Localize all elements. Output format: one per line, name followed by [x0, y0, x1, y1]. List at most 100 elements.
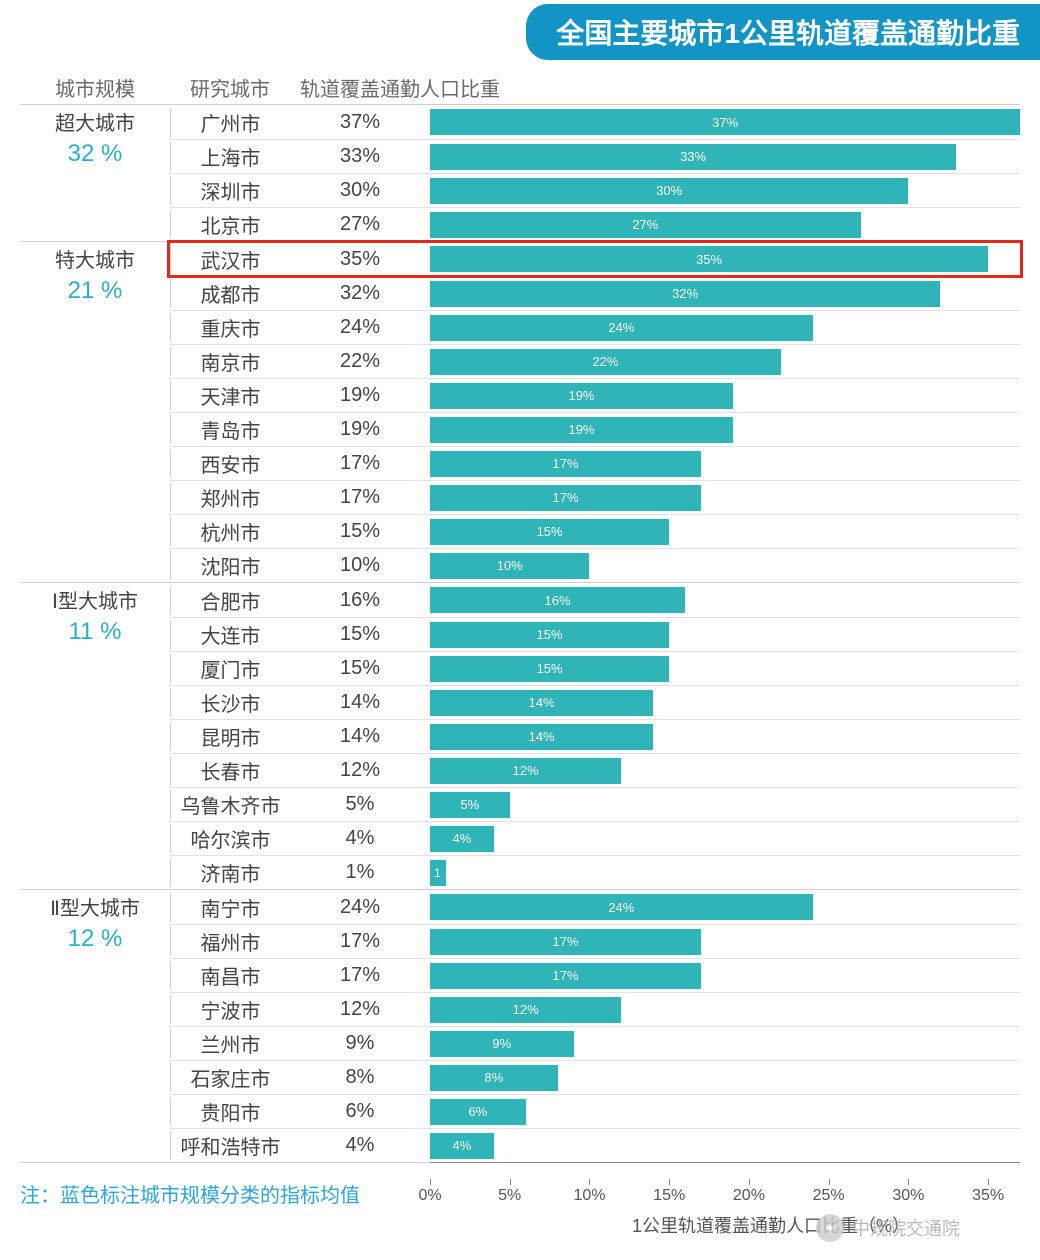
chart-title: 全国主要城市1公里轨道覆盖通勤比重 — [526, 4, 1040, 60]
tick-mark — [988, 1179, 989, 1185]
bar-cell: 6% — [430, 1095, 1020, 1128]
bar: 12% — [430, 758, 621, 784]
bar: 24% — [430, 894, 813, 920]
city-cell: 杭州市 — [170, 517, 290, 546]
bar: 12% — [430, 997, 621, 1023]
city-cell: 武汉市 — [170, 245, 290, 274]
bar-cell: 9% — [430, 1027, 1020, 1060]
rows-wrap: 合肥市16%16%大连市15%15%厦门市15%15%长沙市14%14%昆明市1… — [170, 583, 1020, 889]
tick-mark — [510, 1179, 511, 1185]
bar: 19% — [430, 417, 733, 443]
city-cell: 宁波市 — [170, 995, 290, 1024]
value-cell: 15% — [290, 657, 430, 680]
value-cell: 30% — [290, 179, 430, 202]
table-row: 杭州市15%15% — [170, 514, 1020, 548]
tick-label: 30% — [892, 1187, 924, 1205]
city-cell: 石家庄市 — [170, 1063, 290, 1092]
city-cell: 兰州市 — [170, 1029, 290, 1058]
axis-tick: 30% — [908, 1163, 909, 1181]
rows-wrap: 武汉市35%35%成都市32%32%重庆市24%24%南京市22%22%天津市1… — [170, 242, 1020, 582]
city-cell: 郑州市 — [170, 483, 290, 512]
scale-name: Ⅱ型大城市 — [20, 892, 170, 921]
axis-line — [430, 1162, 1020, 1163]
tick-label: 15% — [653, 1187, 685, 1205]
bar-cell: 8% — [430, 1061, 1020, 1094]
bar: 32% — [430, 281, 940, 307]
value-cell: 19% — [290, 384, 430, 407]
watermark: ✦ 中规院交通院 — [816, 1214, 960, 1242]
group: 特大城市21 %武汉市35%35%成都市32%32%重庆市24%24%南京市22… — [20, 241, 1020, 582]
bar-cell: 17% — [430, 959, 1020, 992]
city-cell: 南昌市 — [170, 961, 290, 990]
city-cell: 青岛市 — [170, 415, 290, 444]
bar-cell: 15% — [430, 618, 1020, 651]
bar-cell: 24% — [430, 890, 1020, 924]
city-cell: 西安市 — [170, 449, 290, 478]
bar: 4% — [430, 826, 494, 852]
bar: 24% — [430, 315, 813, 341]
bar-cell: 24% — [430, 311, 1020, 344]
bar: 16% — [430, 587, 685, 613]
bar: 9% — [430, 1031, 574, 1057]
city-cell: 沈阳市 — [170, 551, 290, 580]
tick-mark — [829, 1179, 830, 1185]
value-cell: 10% — [290, 554, 430, 577]
value-cell: 14% — [290, 725, 430, 748]
table-row: 宁波市12%12% — [170, 992, 1020, 1026]
tick-label: 35% — [972, 1187, 1004, 1205]
bar-cell: 19% — [430, 413, 1020, 446]
table-row: 成都市32%32% — [170, 276, 1020, 310]
bar: 4% — [430, 1133, 494, 1159]
bar-cell: 15% — [430, 652, 1020, 685]
bar-cell: 14% — [430, 720, 1020, 753]
city-cell: 济南市 — [170, 858, 290, 887]
value-cell: 15% — [290, 623, 430, 646]
table-row: 兰州市9%9% — [170, 1026, 1020, 1060]
value-cell: 5% — [290, 793, 430, 816]
bar-cell: 15% — [430, 515, 1020, 548]
bar: 6% — [430, 1099, 526, 1125]
bar-cell: 37% — [430, 105, 1020, 139]
table-row: 郑州市17%17% — [170, 480, 1020, 514]
header-value: 轨道覆盖通勤人口比重 — [290, 73, 500, 102]
city-cell: 南宁市 — [170, 893, 290, 922]
bar: 8% — [430, 1065, 558, 1091]
bar-cell: 35% — [430, 242, 1020, 276]
table-row: 南昌市17%17% — [170, 958, 1020, 992]
bar-cell: 17% — [430, 481, 1020, 514]
scale-percent: 21 % — [20, 277, 170, 305]
table-row: 大连市15%15% — [170, 617, 1020, 651]
value-cell: 14% — [290, 691, 430, 714]
value-cell: 4% — [290, 1134, 430, 1157]
value-cell: 24% — [290, 316, 430, 339]
city-cell: 上海市 — [170, 142, 290, 171]
axis-tick: 35% — [988, 1163, 989, 1181]
rows-wrap: 南宁市24%24%福州市17%17%南昌市17%17%宁波市12%12%兰州市9… — [170, 890, 1020, 1163]
bar: 15% — [430, 622, 669, 648]
table-row: 南京市22%22% — [170, 344, 1020, 378]
value-cell: 12% — [290, 998, 430, 1021]
scale-name: 超大城市 — [20, 107, 170, 136]
scale-cell: 特大城市 21 % — [20, 242, 170, 582]
tick-label: 25% — [813, 1187, 845, 1205]
bar-cell: 17% — [430, 925, 1020, 958]
value-cell: 9% — [290, 1032, 430, 1055]
bar: 1 — [430, 860, 446, 886]
city-cell: 乌鲁木齐市 — [170, 790, 290, 819]
bar: 27% — [430, 212, 861, 238]
value-cell: 27% — [290, 213, 430, 236]
value-cell: 6% — [290, 1100, 430, 1123]
city-cell: 长沙市 — [170, 688, 290, 717]
value-cell: 16% — [290, 589, 430, 612]
table-row: 长春市12%12% — [170, 753, 1020, 787]
bar-cell: 12% — [430, 754, 1020, 787]
bar: 17% — [430, 963, 701, 989]
table-row: 沈阳市10%10% — [170, 548, 1020, 582]
table-row: 南宁市24%24% — [170, 890, 1020, 924]
city-cell: 北京市 — [170, 210, 290, 239]
scale-name: 特大城市 — [20, 244, 170, 273]
chart-table: 城市规模 研究城市 轨道覆盖通勤人口比重 超大城市32 %广州市37%37%上海… — [20, 70, 1020, 1163]
table-row: 福州市17%17% — [170, 924, 1020, 958]
city-cell: 重庆市 — [170, 313, 290, 342]
groups-container: 超大城市32 %广州市37%37%上海市33%33%深圳市30%30%北京市27… — [20, 104, 1020, 1163]
